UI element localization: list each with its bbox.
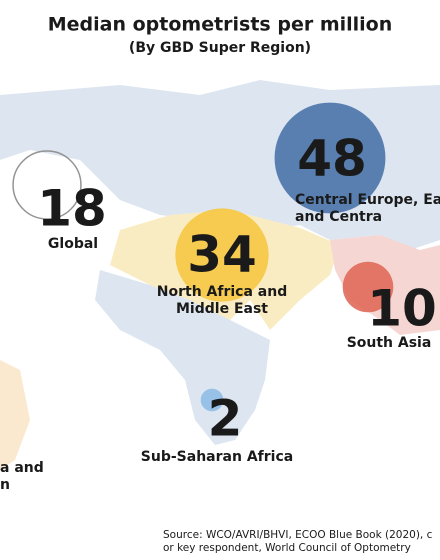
region-label: a and xyxy=(0,460,44,476)
title: Median optometrists per million xyxy=(48,14,393,36)
region-label: and Centra xyxy=(295,209,382,225)
bubble xyxy=(274,102,386,214)
region-value: 34 xyxy=(187,226,257,284)
bubble xyxy=(12,150,82,220)
bubble xyxy=(175,208,269,302)
region-value: 10 xyxy=(367,280,437,338)
region-label: Middle East xyxy=(176,301,268,317)
region-label: North Africa and xyxy=(157,284,287,300)
region-label: South Asia xyxy=(347,335,432,351)
source-line: or key respondent, World Council of Opto… xyxy=(163,542,411,554)
region-value: 18 xyxy=(37,180,107,238)
bubble xyxy=(342,261,394,313)
bubble xyxy=(200,388,224,412)
region-value: 48 xyxy=(297,130,367,188)
region-value: 2 xyxy=(208,390,243,448)
region-label: Global xyxy=(48,236,98,252)
source-line: Source: WCO/AVRI/BHVI, ECOO Blue Book (2… xyxy=(163,529,433,541)
region-label: Sub-Saharan Africa xyxy=(141,449,293,465)
region-label: Central Europe, Eas xyxy=(295,192,440,208)
region-label: n xyxy=(0,477,10,493)
subtitle: (By GBD Super Region) xyxy=(129,40,311,56)
